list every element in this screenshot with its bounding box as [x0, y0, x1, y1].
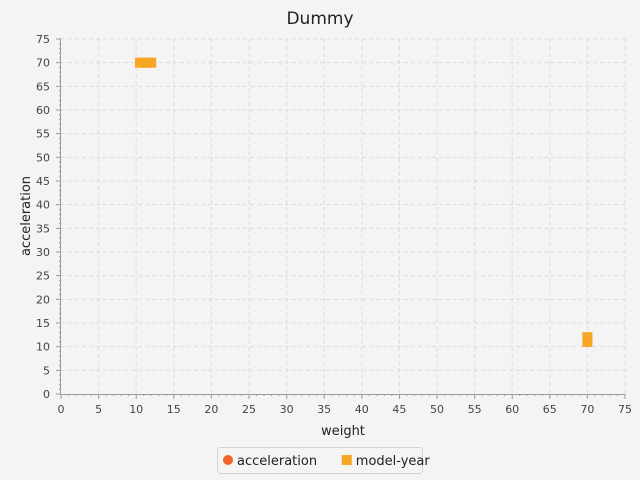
y-tick-label: 60 — [36, 104, 50, 117]
y-tick-label: 0 — [43, 388, 50, 401]
legend-label: model-year — [356, 454, 431, 469]
y-tick-label: 35 — [36, 222, 50, 235]
x-tick-label: 65 — [543, 403, 557, 416]
legend-marker-circle — [223, 455, 233, 465]
y-tick-label: 40 — [36, 199, 50, 212]
x-tick-label: 45 — [392, 403, 406, 416]
y-tick-label: 50 — [36, 151, 50, 164]
y-tick-label: 70 — [36, 57, 50, 70]
x-tick-label: 35 — [317, 403, 331, 416]
data-point — [146, 57, 157, 68]
x-axis-label: weight — [321, 424, 365, 439]
y-axis-label: acceleration — [19, 176, 34, 256]
legend: acceleration model-year — [217, 447, 431, 474]
x-tick-label: 5 — [95, 403, 102, 416]
x-tick-label: 10 — [129, 403, 143, 416]
x-tick-label: 75 — [618, 403, 632, 416]
x-tick-label: 60 — [505, 403, 519, 416]
x-tick-label: 70 — [580, 403, 594, 416]
x-tick-label: 0 — [58, 403, 65, 416]
y-tick-label: 65 — [36, 80, 50, 93]
x-tick-label: 50 — [430, 403, 444, 416]
legend-marker-square — [341, 455, 352, 465]
x-tick-label: 25 — [242, 403, 256, 416]
y-tick-label: 10 — [36, 341, 50, 354]
y-tick-label: 55 — [36, 128, 50, 141]
chart-title: Dummy — [286, 9, 353, 29]
plot-area: 0 5 10 15 20 25 30 35 40 45 50 55 60 65 70 75 0 5 10 15 20 25… — [36, 33, 632, 416]
y-tick-label: 75 — [36, 33, 50, 46]
x-tick-label: 40 — [355, 403, 369, 416]
x-tick-label: 20 — [204, 403, 218, 416]
data-point — [582, 332, 593, 343]
legend-label: acceleration — [237, 454, 317, 469]
y-tick-label: 25 — [36, 270, 50, 283]
y-tick-label: 15 — [36, 317, 50, 330]
x-tick-label: 55 — [468, 403, 482, 416]
x-tick-label: 30 — [280, 403, 294, 416]
legend-box — [217, 447, 423, 474]
y-tick-label: 45 — [36, 175, 50, 188]
y-tick-label: 30 — [36, 246, 50, 259]
x-tick-label: 15 — [167, 403, 181, 416]
y-tick-label: 5 — [43, 364, 50, 377]
y-tick-label: 20 — [36, 293, 50, 306]
